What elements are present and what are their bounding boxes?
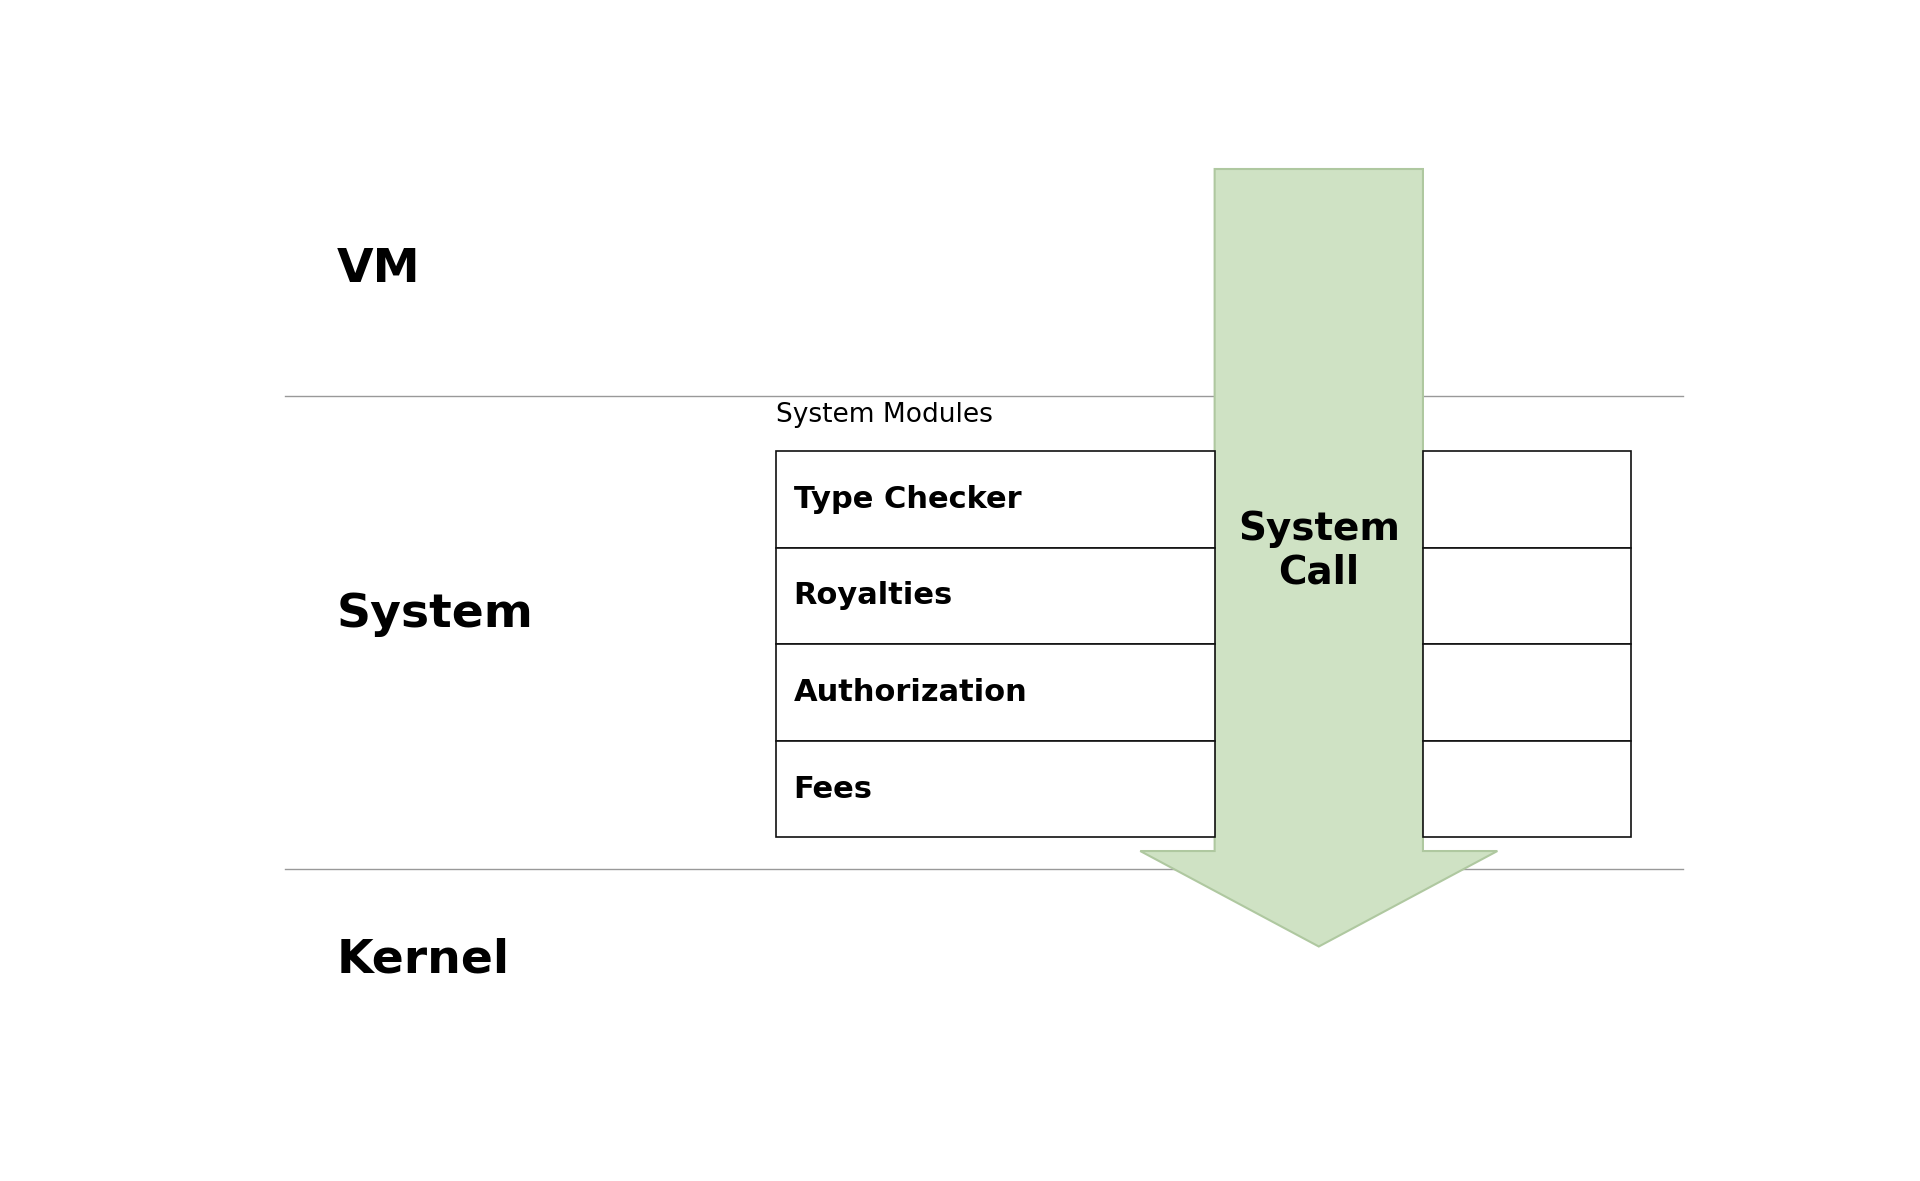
Bar (776, 451, 1215, 548)
Bar (776, 548, 1215, 644)
Bar (1423, 644, 1632, 740)
Text: Type Checker: Type Checker (793, 484, 1021, 514)
Polygon shape (1140, 169, 1498, 946)
Text: Authorization: Authorization (793, 678, 1027, 707)
Text: Royalties: Royalties (793, 581, 952, 611)
Bar (776, 740, 1215, 837)
Bar (776, 644, 1215, 740)
Text: Fees: Fees (793, 775, 872, 803)
Text: Kernel: Kernel (336, 938, 511, 983)
Bar (1423, 548, 1632, 644)
Text: System
Call: System Call (1238, 510, 1400, 592)
Text: System Modules: System Modules (776, 403, 993, 429)
Text: System: System (336, 592, 534, 637)
Bar (1423, 451, 1632, 548)
Text: VM: VM (336, 247, 420, 292)
Bar (1423, 740, 1632, 837)
